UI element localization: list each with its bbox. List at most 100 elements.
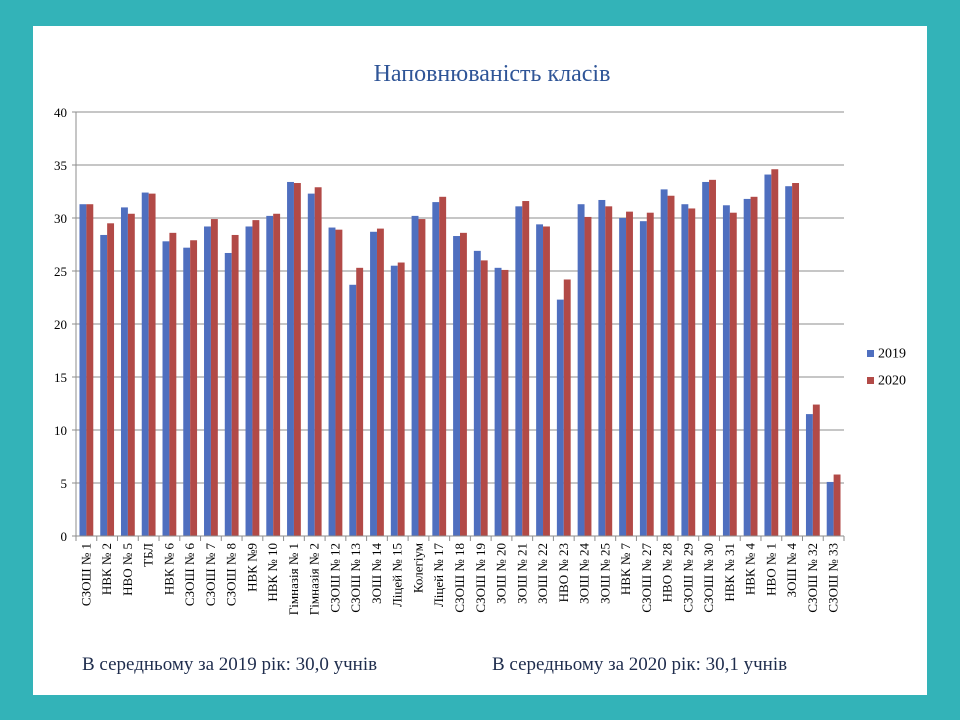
bar-2019-26 [598,199,606,537]
bar-2020-34 [771,169,779,537]
x-tick-label: Ліцей № 15 [390,543,405,607]
y-tick-label: 25 [54,264,67,279]
x-tick-label: СЗОШ № 32 [805,543,820,613]
bar-2019-25 [577,204,585,536]
bar-2020-15 [376,228,384,536]
y-axis-ticks: 0 5 10 15 20 25 30 35 40 [54,105,76,544]
bar-2019-22 [515,206,523,536]
bar-2019-23 [536,224,544,537]
bar-2020-36 [812,404,820,536]
x-tick-label: НВО № 5 [120,543,135,596]
x-tick-label: СЗОШ № 1 [78,543,93,606]
axes [75,112,844,537]
slide-panel: Наповнюваність класів 0 5 10 15 20 25 30 35 40 С… [33,26,927,695]
chart-title: Наповнюваність класів [374,61,611,87]
bar-2020-1 [86,204,94,536]
bar-2020-35 [792,183,800,536]
x-tick-label: СЗОШ № 27 [639,543,654,613]
bar-2020-24 [563,279,571,536]
average-2020-text: В середньому за 2020 рік: 30,1 учнів [492,654,788,675]
bar-2020-28 [646,212,654,536]
bar-2020-19 [460,232,467,536]
bar-2020-16 [397,262,405,536]
x-tick-label: НВК № 6 [161,543,176,596]
x-tick-label: ТБЛ [141,543,156,567]
x-tick-label: СЗОШ № 7 [203,543,218,607]
bar-2020-18 [439,196,447,537]
x-tick-label: Колегіум [410,543,425,593]
bar-2019-36 [805,414,813,536]
bar-2019-4 [141,192,149,536]
y-tick-label: 0 [61,529,68,544]
x-tick-label: НВК № 10 [265,543,280,602]
bar-2020-14 [356,267,364,536]
bar-2020-10 [273,213,281,536]
bar-2019-14 [349,284,357,536]
bar-2020-11 [293,183,301,536]
x-tick-label: СЗОШ № 29 [680,543,695,613]
bar-2019-35 [785,186,793,536]
bar-2019-1 [79,204,87,536]
bar-2019-17 [411,215,419,536]
bar-2019-3 [120,207,128,536]
legend-swatch-2020 [867,377,874,384]
x-tick-label: ЗОШ № 21 [514,543,529,604]
bar-2019-9 [245,226,253,537]
bar-2019-5 [162,241,170,536]
x-tick-label: ЗОШ № 22 [535,543,550,604]
bar-2019-12 [307,193,315,536]
bar-2019-19 [453,236,460,536]
y-tick-label: 5 [61,476,68,491]
y-tick-label: 40 [54,105,67,120]
bar-2020-6 [190,240,198,536]
bar-2019-6 [183,247,191,536]
average-2019-text: В середньому за 2019 рік: 30,0 учнів [82,654,378,675]
x-tick-label: НВК №9 [244,543,259,592]
bar-2019-32 [722,205,730,536]
bar-2019-31 [702,181,710,536]
bar-2019-8 [224,252,232,537]
x-tick-label: СЗОШ № 18 [452,543,467,613]
x-tick-label: ЗОШ № 24 [577,543,592,604]
x-tick-label: СЗОШ № 19 [473,543,488,613]
bar-2020-22 [522,201,530,537]
bar-2019-24 [556,299,564,536]
x-axis-labels: СЗОШ № 1 НВК № 2 НВО № 5 ТБЛ НВК № 6 СЗОШ № 6… [75,536,845,615]
legend-label-2020: 2020 [878,374,906,389]
bar-2019-10 [266,215,274,536]
x-tick-label: НВК № 2 [99,543,114,595]
bar-chart: Наповнюваність класів 0 5 10 15 20 25 30 35 40 С… [54,61,906,615]
bar-2019-34 [764,174,772,537]
bar-2019-16 [390,265,398,536]
bar-2019-37 [826,481,834,536]
bar-2019-27 [619,218,627,536]
bar-2020-31 [709,179,716,536]
bar-2020-27 [626,211,633,536]
x-tick-label: СЗОШ № 12 [327,543,342,613]
x-tick-label: НВО № 1 [763,543,778,596]
bar-2019-30 [681,204,689,536]
bar-2020-25 [584,216,592,536]
bar-2019-28 [639,221,647,536]
legend: 2019 2020 [867,347,906,389]
legend-label-2019: 2019 [878,347,906,362]
x-tick-label: Гімназія № 1 [286,543,301,615]
x-tick-label: НВК № 4 [743,543,758,596]
x-tick-label: СЗОШ № 13 [348,543,363,613]
bar-2020-4 [148,193,156,536]
x-tick-label: СЗОШ № 30 [701,543,716,613]
bar-2020-26 [605,206,613,536]
x-tick-label: Ліцей № 17 [431,543,446,608]
bar-2019-13 [328,227,336,537]
bar-2019-15 [370,231,377,536]
bar-2019-20 [473,250,481,537]
bar-2019-2 [100,234,108,536]
y-tick-label: 35 [54,158,67,173]
bar-2020-12 [314,187,322,536]
x-tick-label: ЗОШ № 25 [597,543,612,604]
bar-2020-17 [418,219,426,536]
x-tick-label: НВО № 28 [660,543,675,602]
bar-2020-23 [543,226,550,537]
bars [79,169,841,537]
bar-2020-30 [688,208,696,536]
